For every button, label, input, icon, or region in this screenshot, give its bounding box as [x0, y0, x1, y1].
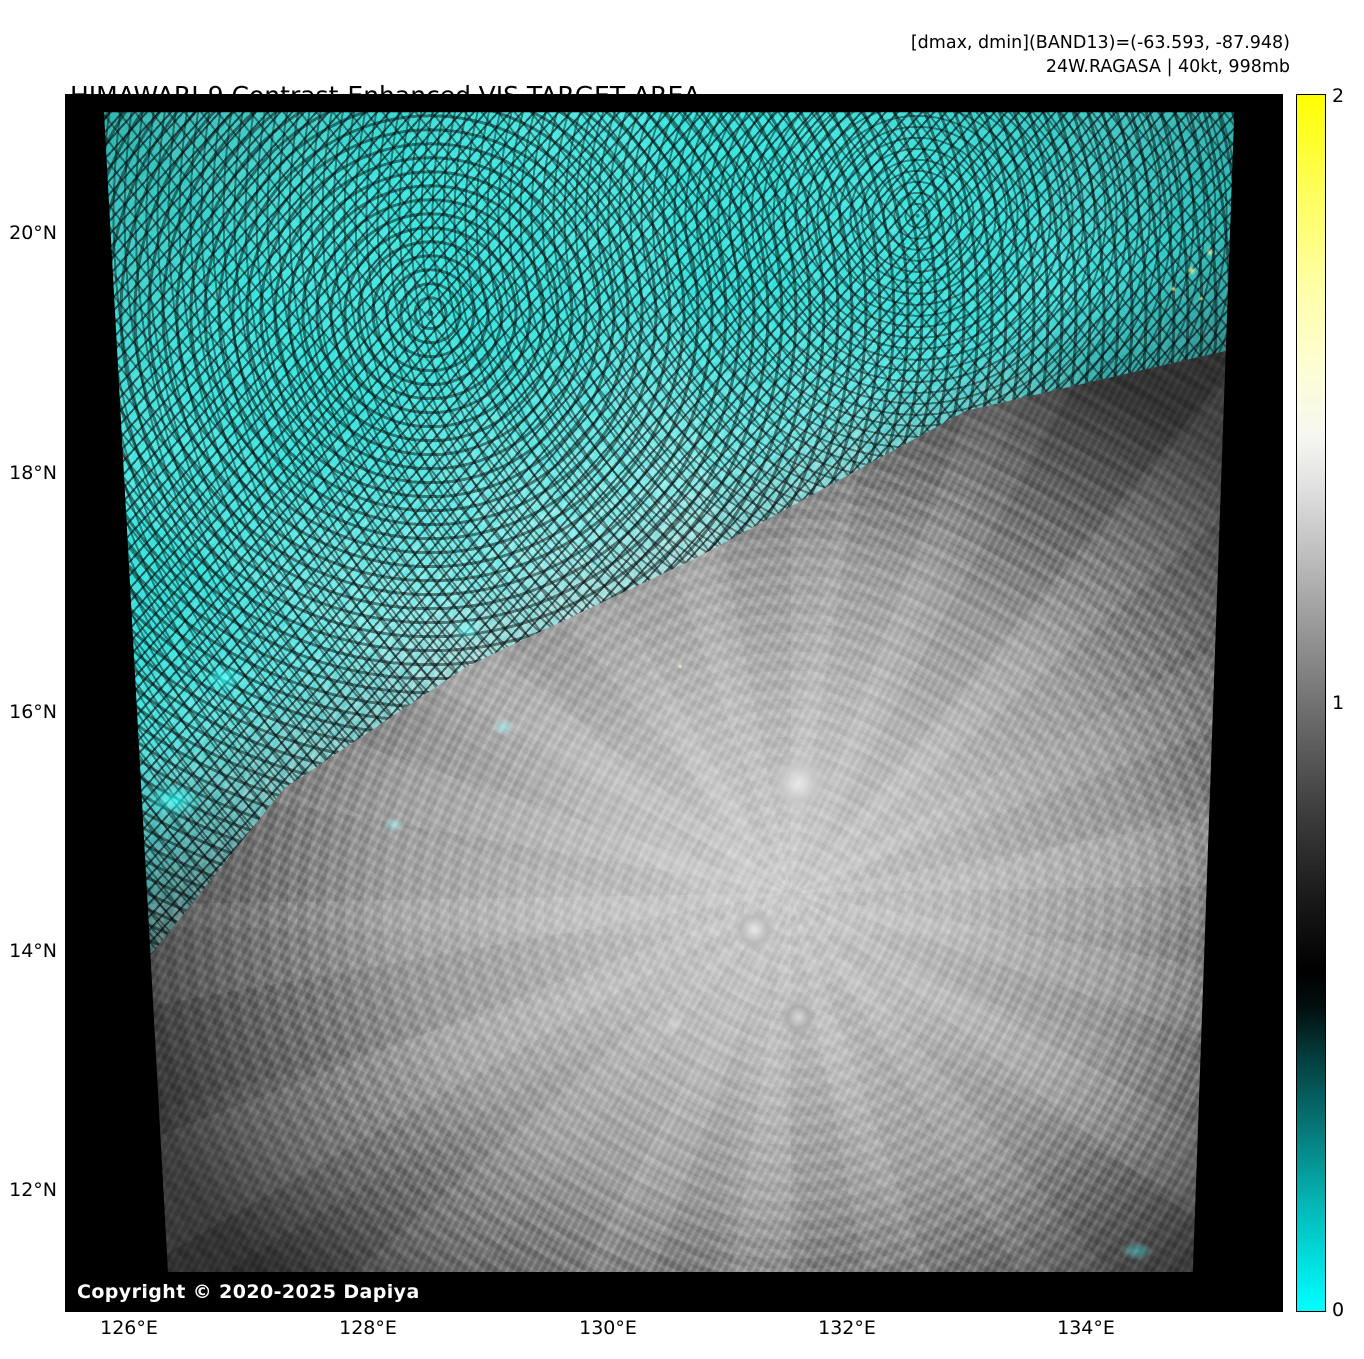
x-tick-130E: 130°E [579, 1317, 637, 1339]
storm-info-label: 24W.RAGASA | 40kt, 998mb [1045, 57, 1290, 77]
y-tick-18N: 18°N [9, 462, 57, 484]
x-tick-134E: 134°E [1057, 1317, 1115, 1339]
y-tick-14N: 14°N [9, 940, 57, 962]
copyright-label: Copyright © 2020-2025 Dapiya [65, 1272, 1283, 1312]
colorbar-tick-2: 2 [1332, 85, 1345, 107]
dminmax-label: [dmax, dmin](BAND13)=(-63.593, -87.948) [910, 33, 1290, 53]
x-tick-132E: 132°E [818, 1317, 876, 1339]
plot-clip: Copyright © 2020-2025 Dapiya [65, 94, 1283, 1312]
x-tick-126E: 126°E [100, 1317, 158, 1339]
high-value-pixels [103, 112, 1235, 1305]
y-tick-12N: 12°N [9, 1179, 57, 1201]
satellite-swath [103, 112, 1235, 1305]
y-tick-20N: 20°N [9, 222, 57, 244]
colorbar[interactable] [1296, 94, 1326, 1312]
satellite-image-plot[interactable]: Copyright © 2020-2025 Dapiya [65, 94, 1283, 1312]
y-tick-16N: 16°N [9, 701, 57, 723]
limb-darkening-overlay [103, 112, 1235, 1305]
colorbar-tick-1: 1 [1332, 692, 1345, 714]
colorbar-tick-0: 0 [1332, 1299, 1345, 1321]
header-metadata-block: [dmax, dmin](BAND13)=(-63.593, -87.948) … [911, 31, 1290, 79]
x-tick-128E: 128°E [339, 1317, 397, 1339]
